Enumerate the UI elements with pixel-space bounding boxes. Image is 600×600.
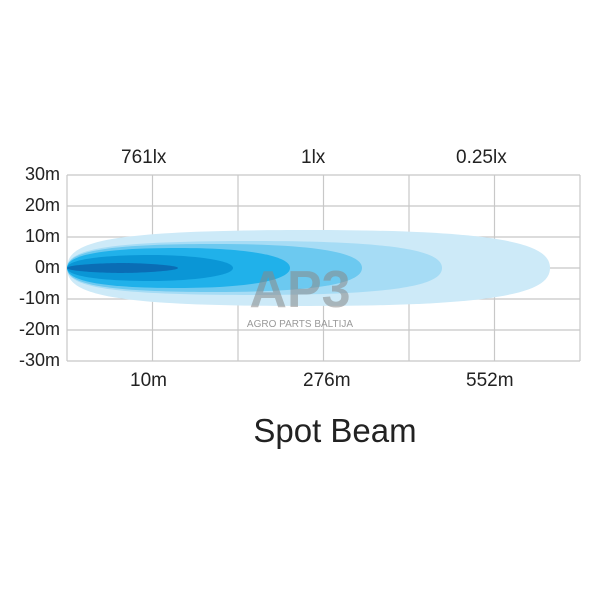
bottom-label-276m: 276m [303,370,351,391]
y-label: 0m [34,257,60,277]
y-label: -30m [18,350,60,370]
watermark-logo: AP3 [249,261,350,319]
y-label: -10m [18,288,60,308]
y-label: 30m [24,164,60,184]
bottom-label-10m: 10m [130,370,167,391]
top-label-761lx: 761lx [121,147,167,168]
y-label: 20m [24,195,60,215]
diagram-title: Spot Beam [253,412,417,449]
beam-zone [67,263,178,273]
top-label-1lx: 1lx [301,147,326,168]
y-label: 10m [24,226,60,246]
y-label: -20m [18,319,60,339]
watermark-text: AGRO PARTS BALTIJA [247,319,353,330]
top-label-025lx: 0.25lx [456,147,507,168]
bottom-label-552m: 552m [466,370,514,391]
